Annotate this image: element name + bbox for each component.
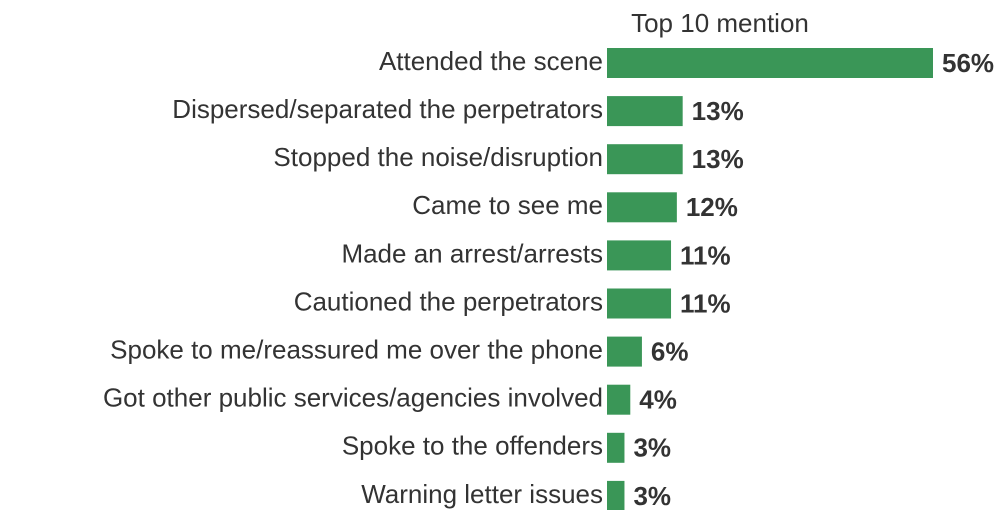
bar <box>607 336 642 367</box>
category-label: Dispersed/separated the perpetrators <box>172 94 603 124</box>
bar <box>607 48 933 78</box>
bar <box>607 384 631 415</box>
value-label: 3% <box>633 481 671 510</box>
category-label: Spoke to me/reassured me over the phone <box>110 334 603 364</box>
category-label: Got other public services/agencies invol… <box>103 383 603 413</box>
category-label: Stopped the noise/disruption <box>273 142 603 172</box>
bar <box>607 240 672 271</box>
category-label: Spoke to the offenders <box>342 431 603 461</box>
value-label: 56% <box>942 48 994 78</box>
value-label: 11% <box>680 288 731 318</box>
bar <box>607 192 677 223</box>
bar <box>607 432 625 463</box>
value-label: 6% <box>651 336 689 366</box>
bar <box>607 288 672 319</box>
category-label: Cautioned the perpetrators <box>294 286 603 316</box>
category-label: Attended the scene <box>379 46 603 76</box>
category-label: Came to see me <box>412 190 603 220</box>
bar <box>607 480 625 510</box>
bar <box>607 144 683 175</box>
category-label: Made an arrest/arrests <box>341 238 603 268</box>
value-label: 13% <box>692 144 744 174</box>
value-label: 4% <box>639 385 677 415</box>
value-label: 12% <box>686 192 738 222</box>
chart-title: Top 10 mention <box>631 8 809 38</box>
value-label: 11% <box>680 240 731 270</box>
value-label: 3% <box>633 433 671 463</box>
value-label: 13% <box>692 96 744 126</box>
bar <box>607 96 683 127</box>
category-label: Warning letter issues <box>361 479 603 509</box>
